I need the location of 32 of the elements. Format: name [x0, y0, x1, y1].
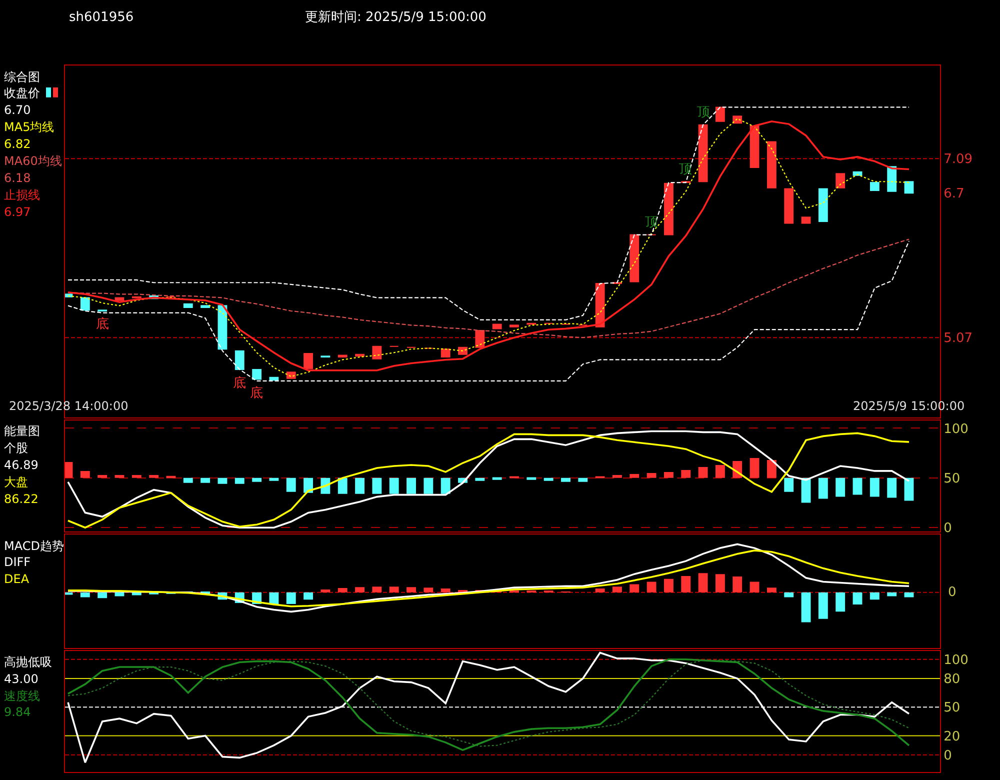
text: 顶 [645, 215, 658, 230]
y-tick-label: 20 [944, 729, 960, 744]
text: DEA [4, 572, 30, 586]
chart-title: MACD趋势 [4, 539, 64, 553]
series-label: 高抛低吸 43.00 [4, 655, 52, 686]
text: MA60均线 6.18 [4, 154, 62, 185]
text: sh601956 [69, 10, 134, 25]
y-tick-label: 0 [944, 521, 952, 536]
text: 顶 [697, 105, 710, 120]
text: 速度线 9.84 [4, 689, 40, 719]
chart-title: 能量图 [4, 424, 40, 438]
text: MA5均线 6.82 [4, 120, 54, 151]
text: 止损线 6.97 [4, 188, 40, 219]
y-tick-label: 100 [944, 422, 968, 437]
y-tick-label: 5.07 [944, 331, 973, 346]
chart-title: 综合图 [4, 70, 40, 84]
y-tick-label: 7.09 [944, 152, 973, 168]
y-tick-label: 80 [944, 672, 960, 688]
text: 个股 46.89 [4, 441, 38, 472]
text: 底 [96, 317, 109, 332]
text: 顶 [679, 162, 692, 177]
text: DIFF [4, 555, 31, 569]
y-tick-label: 0 [944, 748, 952, 764]
y-tick-label: 50 [944, 700, 960, 716]
text: 底 [250, 386, 263, 401]
text: 更新时间: 2025/5/9 15:00:00 [305, 10, 486, 25]
legend-label: 收盘价 6.70 [4, 86, 40, 117]
y-tick-label: 6.7 [944, 186, 964, 202]
y-tick-label: 100 [944, 652, 968, 668]
text: 底 [233, 376, 246, 391]
y-tick-label: 50 [944, 471, 960, 486]
text: 大盘 86.22 [4, 475, 38, 506]
